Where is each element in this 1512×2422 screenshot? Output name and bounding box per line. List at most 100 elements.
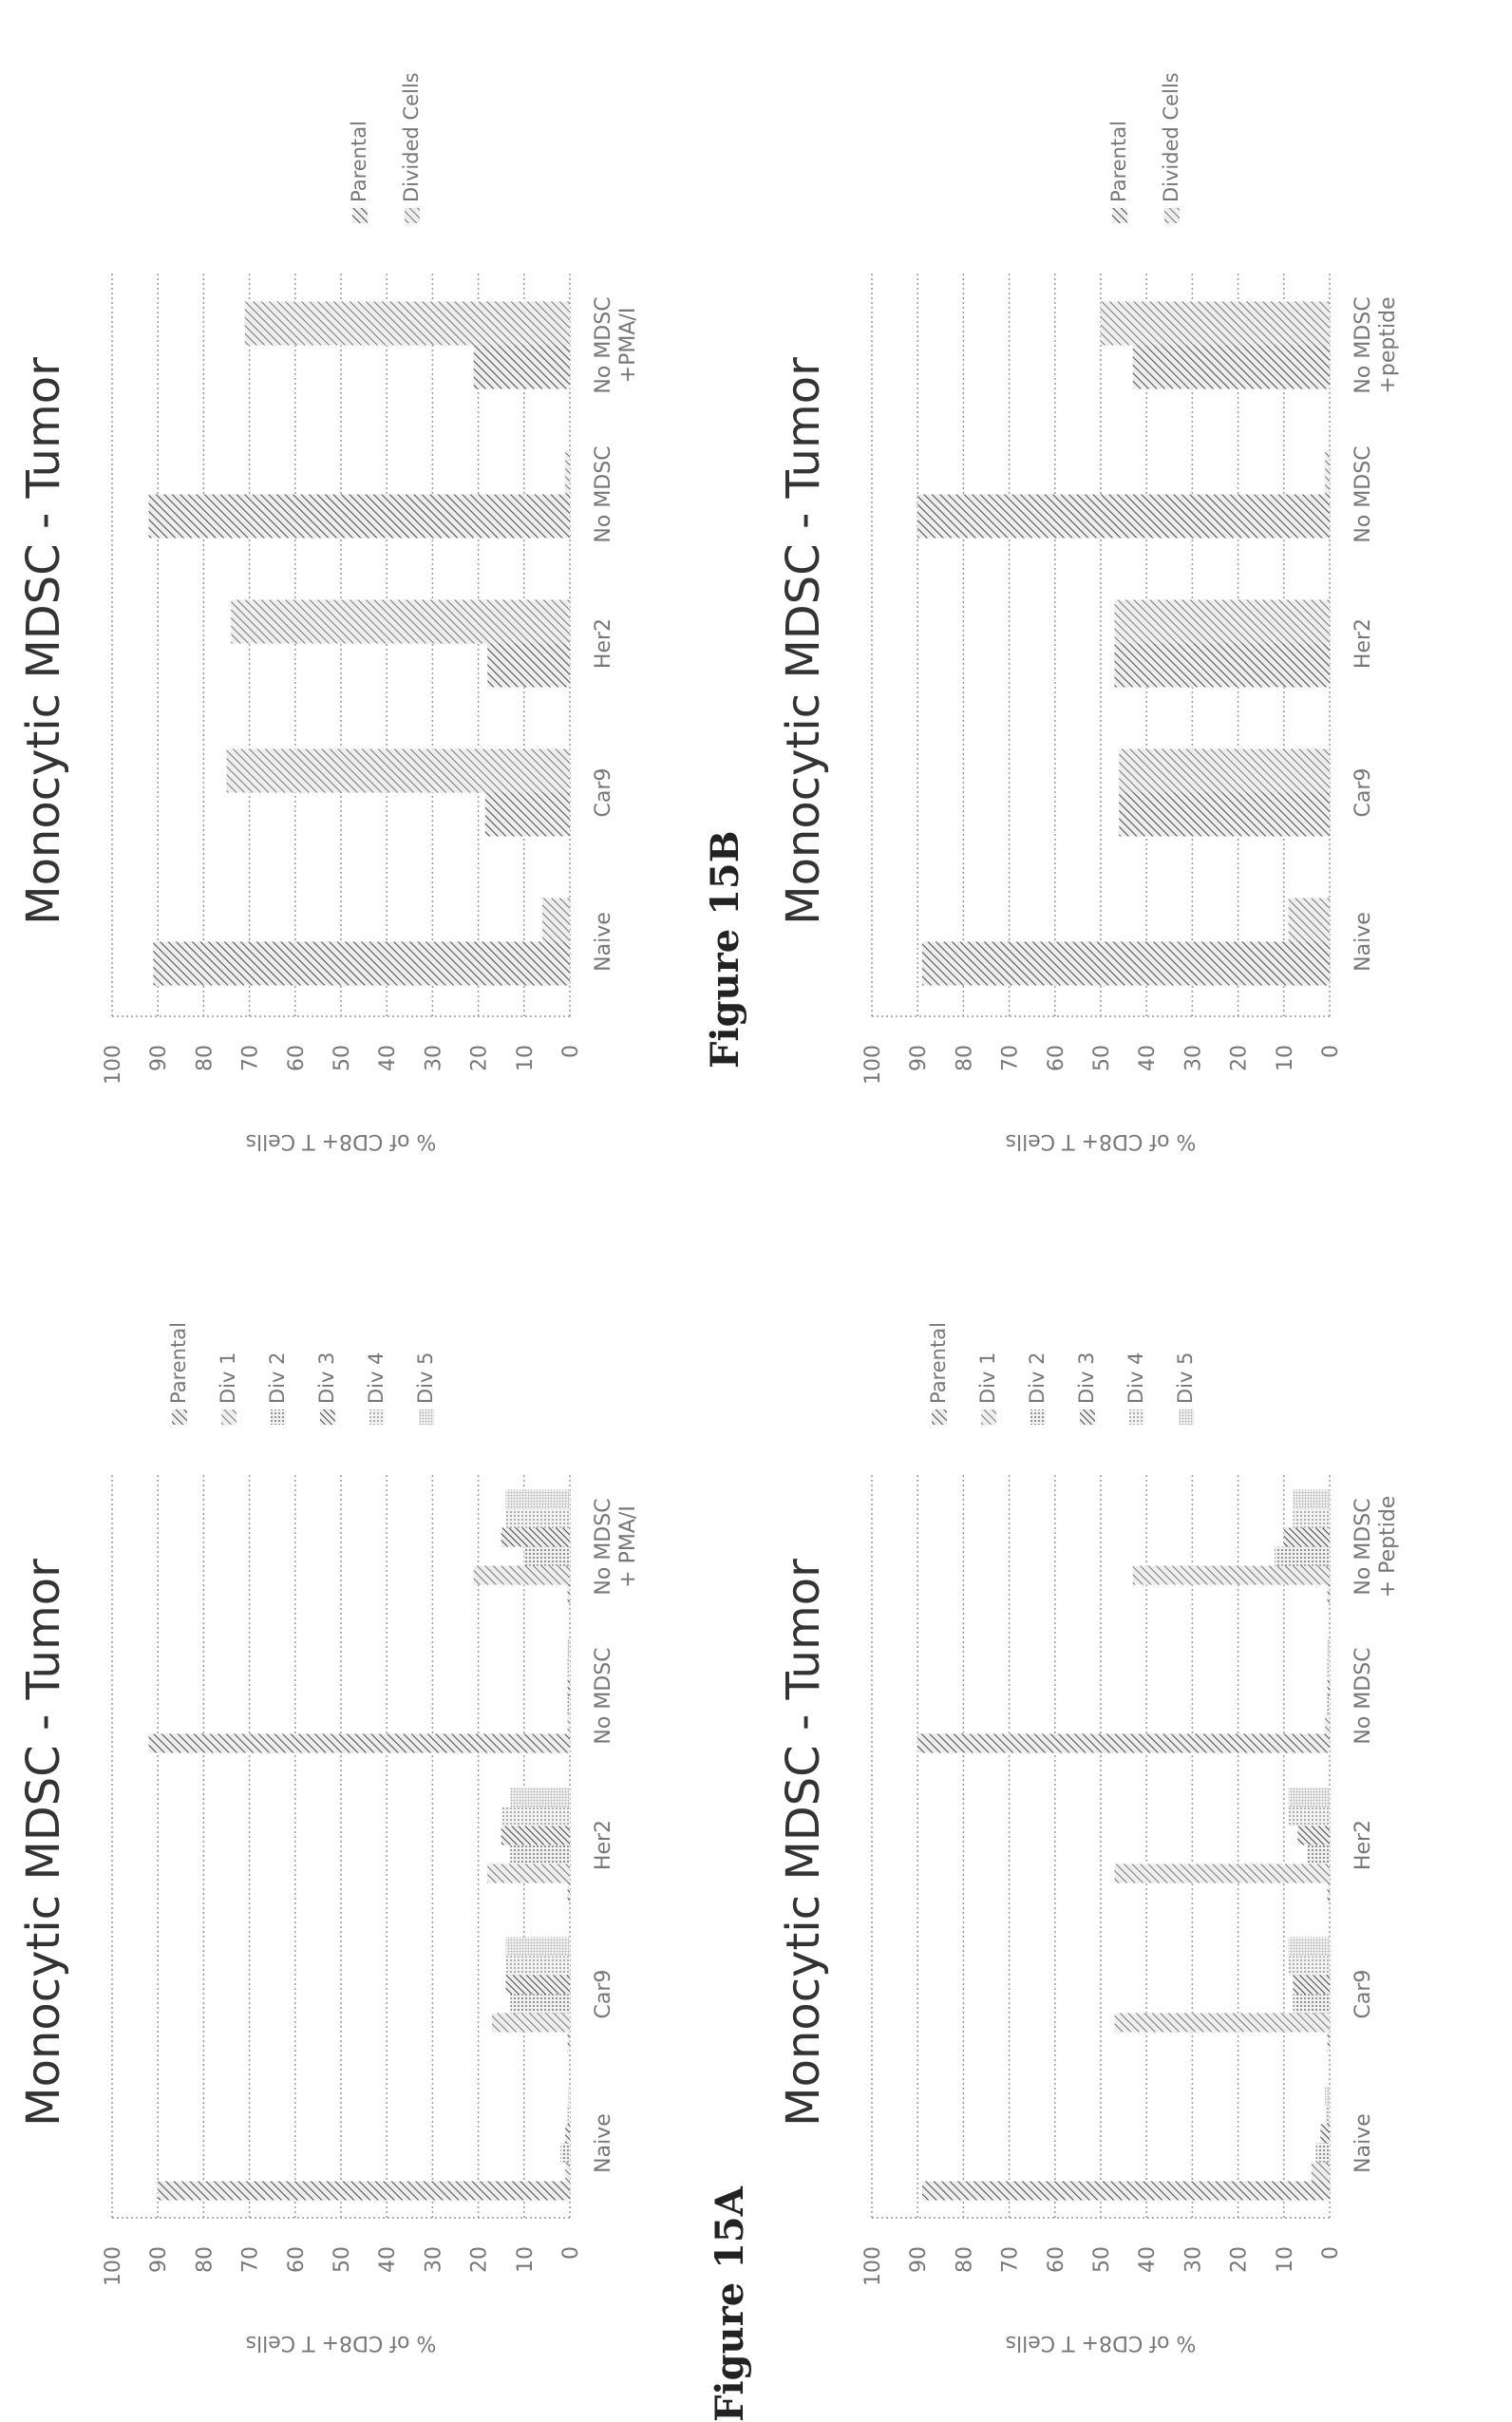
bar-div-3 [1328, 1677, 1330, 1696]
x-tick-label: Car9 [592, 1970, 615, 2019]
chart-title: Monocytic MDSC - Tumor [17, 1559, 70, 2127]
y-tick-label: 10 [1274, 2246, 1297, 2273]
bar-divided-cells [245, 302, 570, 346]
chart-svg: Monocytic MDSC - Tumor% of CD8+ T Cells0… [760, 0, 1510, 1202]
bar-div-4 [501, 1807, 570, 1826]
bar-div-2 [568, 1696, 570, 1715]
y-tick-label: 10 [1274, 1045, 1297, 1071]
bar-parental [568, 1883, 570, 1902]
bar-parental [487, 644, 570, 688]
y-tick-label: 90 [147, 2246, 171, 2273]
y-tick-label: 40 [376, 1045, 400, 1071]
bar-div-3 [568, 1677, 570, 1696]
y-tick-label: 50 [331, 2246, 354, 2273]
bar-parental [158, 2182, 570, 2201]
y-axis-label: % of CD8+ T Cells [1006, 1129, 1197, 1153]
bar-div-3 [1297, 1826, 1330, 1845]
bar-div-1 [1325, 1715, 1330, 1734]
bar-divided-cells [565, 451, 570, 495]
y-tick-label: 70 [999, 2246, 1023, 2273]
bar-div-1 [487, 1864, 570, 1883]
y-axis-label: % of CD8+ T Cells [1006, 2331, 1197, 2355]
bar-divided-cells [542, 899, 570, 942]
legend-swatch [271, 1410, 286, 1425]
x-tick-label: No MDSC [592, 1647, 615, 1744]
y-tick-label: 0 [559, 2246, 583, 2260]
bar-parental [922, 2182, 1330, 2201]
legend-swatch [1164, 208, 1180, 223]
bar-div-4 [568, 2106, 570, 2125]
legend-swatch [221, 1410, 236, 1425]
legend-label: Divided Cells [400, 72, 423, 202]
bar-parental [474, 346, 570, 389]
figure-15b-label: Figure 15B [703, 830, 747, 1069]
y-tick-label: 0 [1319, 1045, 1343, 1058]
bar-parental [149, 495, 570, 539]
y-tick-label: 30 [422, 2246, 445, 2273]
legend-label: Parental [1107, 121, 1130, 202]
y-tick-label: 100 [861, 2246, 885, 2286]
bar-div-2 [510, 1995, 570, 2014]
legend-label: Div 5 [414, 1353, 437, 1404]
legend-swatch [320, 1410, 335, 1425]
chart-svg: Monocytic MDSC - Tumor% of CD8+ T Cells0… [760, 1202, 1510, 2403]
x-tick-label: Car9 [592, 768, 615, 818]
bar-div-1 [565, 2163, 570, 2182]
bar-div-4 [1325, 2106, 1330, 2125]
chart-svg: Monocytic MDSC - Tumor% of CD8+ T Cells0… [0, 0, 750, 1202]
legend-swatch [172, 1410, 187, 1425]
x-tick-label: No MDSC [592, 445, 615, 542]
legend-swatch [1112, 208, 1127, 223]
bar-div-5 [568, 1639, 570, 1658]
legend-swatch [419, 1410, 434, 1425]
chart-15b-peptide: Monocytic MDSC - Tumor% of CD8+ T Cells0… [760, 0, 1510, 1202]
legend-swatch [1179, 1410, 1194, 1425]
bar-parental [149, 1734, 570, 1753]
bar-div-2 [1307, 1845, 1330, 1864]
bar-parental [1114, 644, 1330, 688]
bar-div-1 [1114, 2014, 1330, 2033]
bar-div-3 [1293, 1976, 1330, 1995]
y-axis-label: % of CD8+ T Cells [246, 1129, 437, 1153]
bar-div-1 [474, 1566, 570, 1585]
y-tick-label: 70 [999, 1045, 1023, 1071]
x-tick-label: No MDSC [1351, 445, 1375, 542]
bar-div-4 [506, 1509, 570, 1528]
y-tick-label: 20 [468, 1045, 492, 1071]
y-tick-label: 50 [1090, 2246, 1114, 2273]
chart-15a-peptide: Monocytic MDSC - Tumor% of CD8+ T Cells0… [760, 1202, 1510, 2403]
bar-parental [1328, 1883, 1330, 1902]
bar-div-1 [1133, 1566, 1330, 1585]
x-tick-label: Car9 [1351, 1970, 1375, 2019]
chart-title: Monocytic MDSC - Tumor [777, 1559, 830, 2127]
bar-div-5 [510, 1788, 570, 1807]
bar-divided-cells [227, 749, 571, 793]
y-tick-label: 40 [1136, 2246, 1160, 2273]
y-tick-label: 80 [953, 1045, 976, 1071]
bar-divided-cells [1101, 302, 1330, 346]
bar-div-1 [1312, 2163, 1330, 2182]
bar-div-3 [1320, 2125, 1330, 2144]
bar-div-4 [568, 1658, 570, 1677]
x-tick-label: Her2 [1351, 618, 1375, 669]
bar-div-4 [1289, 1957, 1330, 1976]
y-tick-label: 100 [102, 1045, 125, 1085]
legend-label: Div 4 [1125, 1353, 1147, 1404]
bar-div-3 [501, 1528, 570, 1547]
bar-parental [485, 793, 570, 837]
bar-div-2 [1275, 1547, 1330, 1566]
bar-parental [917, 495, 1330, 539]
chart-15a-pma: Monocytic MDSC - Tumor% of CD8+ T Cells0… [0, 1202, 750, 2403]
legend-label: Div 1 [217, 1353, 239, 1404]
bar-div-1 [568, 1715, 570, 1734]
y-tick-label: 70 [239, 2246, 263, 2273]
x-tick-label: + PMA/I [616, 1505, 640, 1588]
bar-div-1 [492, 2014, 570, 2033]
bar-div-4 [1328, 1658, 1330, 1677]
legend-swatch [352, 208, 368, 223]
x-tick-label: Naive [1351, 912, 1375, 972]
y-tick-label: 20 [468, 2246, 492, 2273]
x-tick-label: +PMA/I [616, 308, 640, 384]
y-tick-label: 50 [1090, 1045, 1114, 1071]
bar-divided-cells [1289, 899, 1330, 942]
